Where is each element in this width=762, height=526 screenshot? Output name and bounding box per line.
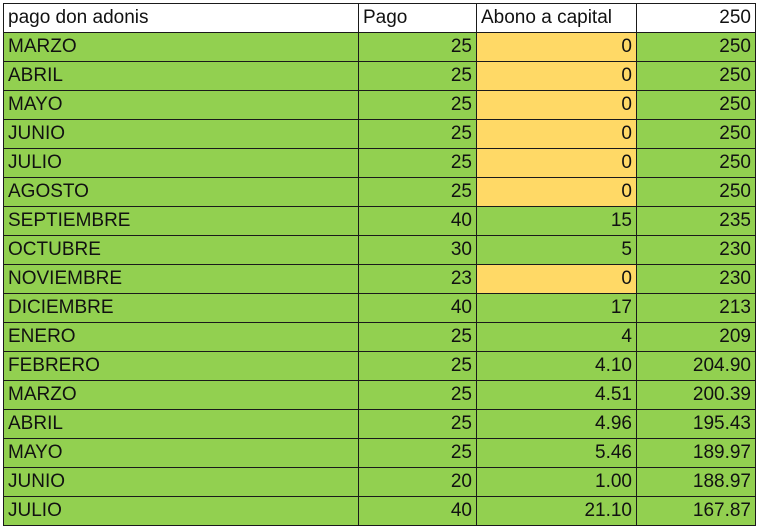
pago-cell[interactable]: 25 (358, 351, 477, 381)
saldo-cell[interactable]: 250 (636, 90, 756, 120)
abono-cell[interactable]: 15 (476, 206, 637, 236)
table-row: FEBRERO 25 4.10 204.90 (3, 351, 756, 381)
saldo-cell[interactable]: 204.90 (636, 351, 756, 381)
abono-cell[interactable]: 0 (476, 264, 637, 294)
month-cell[interactable]: JULIO (3, 496, 359, 526)
abono-cell[interactable]: 4.96 (476, 409, 637, 439)
saldo-cell[interactable]: 235 (636, 206, 756, 236)
pago-cell[interactable]: 25 (358, 177, 477, 207)
payment-table-body: pago don adonis Pago Abono a capital 250… (3, 3, 756, 526)
saldo-cell[interactable]: 250 (636, 148, 756, 178)
abono-cell[interactable]: 5.46 (476, 438, 637, 468)
month-cell[interactable]: MARZO (3, 32, 359, 62)
abono-cell[interactable]: 0 (476, 61, 637, 91)
pago-cell[interactable]: 25 (358, 90, 477, 120)
abono-cell[interactable]: 0 (476, 32, 637, 62)
saldo-cell[interactable]: 230 (636, 235, 756, 265)
pago-cell[interactable]: 25 (358, 380, 477, 410)
saldo-cell[interactable]: 250 (636, 61, 756, 91)
month-cell[interactable]: JUNIO (3, 467, 359, 497)
saldo-cell[interactable]: 195.43 (636, 409, 756, 439)
table-row: MAYO 25 5.46 189.97 (3, 438, 756, 468)
month-cell[interactable]: SEPTIEMBRE (3, 206, 359, 236)
pago-cell[interactable]: 40 (358, 496, 477, 526)
pago-cell[interactable]: 30 (358, 235, 477, 265)
month-cell[interactable]: ABRIL (3, 61, 359, 91)
table-row: OCTUBRE 30 5 230 (3, 235, 756, 265)
pago-cell[interactable]: 25 (358, 61, 477, 91)
table-row: ENERO 25 4 209 (3, 322, 756, 352)
saldo-cell[interactable]: 188.97 (636, 467, 756, 497)
saldo-cell[interactable]: 189.97 (636, 438, 756, 468)
abono-cell[interactable]: 0 (476, 90, 637, 120)
abono-cell[interactable]: 0 (476, 148, 637, 178)
abono-cell[interactable]: 1.00 (476, 467, 637, 497)
header-row: pago don adonis Pago Abono a capital 250 (3, 3, 756, 33)
pago-cell[interactable]: 40 (358, 206, 477, 236)
pago-cell[interactable]: 20 (358, 467, 477, 497)
abono-cell[interactable]: 0 (476, 177, 637, 207)
table-row: DICIEMBRE 40 17 213 (3, 293, 756, 323)
table-row: ABRIL 25 4.96 195.43 (3, 409, 756, 439)
month-cell[interactable]: OCTUBRE (3, 235, 359, 265)
abono-cell[interactable]: 4.51 (476, 380, 637, 410)
header-saldo-cell[interactable]: 250 (636, 3, 756, 33)
saldo-cell[interactable]: 209 (636, 322, 756, 352)
abono-cell[interactable]: 17 (476, 293, 637, 323)
header-abono-cell[interactable]: Abono a capital (476, 3, 637, 33)
pago-cell[interactable]: 25 (358, 409, 477, 439)
month-cell[interactable]: NOVIEMBRE (3, 264, 359, 294)
pago-cell[interactable]: 23 (358, 264, 477, 294)
pago-cell[interactable]: 40 (358, 293, 477, 323)
table-row: MAYO 25 0 250 (3, 90, 756, 120)
table-row: NOVIEMBRE 23 0 230 (3, 264, 756, 294)
month-cell[interactable]: DICIEMBRE (3, 293, 359, 323)
table-row: SEPTIEMBRE 40 15 235 (3, 206, 756, 236)
header-pago-cell[interactable]: Pago (358, 3, 477, 33)
saldo-cell[interactable]: 230 (636, 264, 756, 294)
saldo-cell[interactable]: 250 (636, 32, 756, 62)
month-cell[interactable]: JULIO (3, 148, 359, 178)
month-cell[interactable]: MAYO (3, 90, 359, 120)
saldo-cell[interactable]: 200.39 (636, 380, 756, 410)
saldo-cell[interactable]: 167.87 (636, 496, 756, 526)
month-cell[interactable]: ABRIL (3, 409, 359, 439)
header-name-cell[interactable]: pago don adonis (3, 3, 359, 33)
abono-cell[interactable]: 0 (476, 119, 637, 149)
abono-cell[interactable]: 21.10 (476, 496, 637, 526)
pago-cell[interactable]: 25 (358, 438, 477, 468)
saldo-cell[interactable]: 250 (636, 119, 756, 149)
saldo-cell[interactable]: 250 (636, 177, 756, 207)
month-cell[interactable]: JUNIO (3, 119, 359, 149)
pago-cell[interactable]: 25 (358, 322, 477, 352)
saldo-cell[interactable]: 213 (636, 293, 756, 323)
abono-cell[interactable]: 5 (476, 235, 637, 265)
table-row: JUNIO 25 0 250 (3, 119, 756, 149)
month-cell[interactable]: AGOSTO (3, 177, 359, 207)
month-cell[interactable]: ENERO (3, 322, 359, 352)
abono-cell[interactable]: 4.10 (476, 351, 637, 381)
abono-cell[interactable]: 4 (476, 322, 637, 352)
payment-table: pago don adonis Pago Abono a capital 250… (3, 3, 756, 526)
table-row: JULIO 40 21.10 167.87 (3, 496, 756, 526)
pago-cell[interactable]: 25 (358, 119, 477, 149)
month-cell[interactable]: MARZO (3, 380, 359, 410)
pago-cell[interactable]: 25 (358, 148, 477, 178)
pago-cell[interactable]: 25 (358, 32, 477, 62)
month-cell[interactable]: FEBRERO (3, 351, 359, 381)
table-row: ABRIL 25 0 250 (3, 61, 756, 91)
table-row: MARZO 25 0 250 (3, 32, 756, 62)
table-row: JUNIO 20 1.00 188.97 (3, 467, 756, 497)
month-cell[interactable]: MAYO (3, 438, 359, 468)
table-row: MARZO 25 4.51 200.39 (3, 380, 756, 410)
table-row: JULIO 25 0 250 (3, 148, 756, 178)
table-row: AGOSTO 25 0 250 (3, 177, 756, 207)
